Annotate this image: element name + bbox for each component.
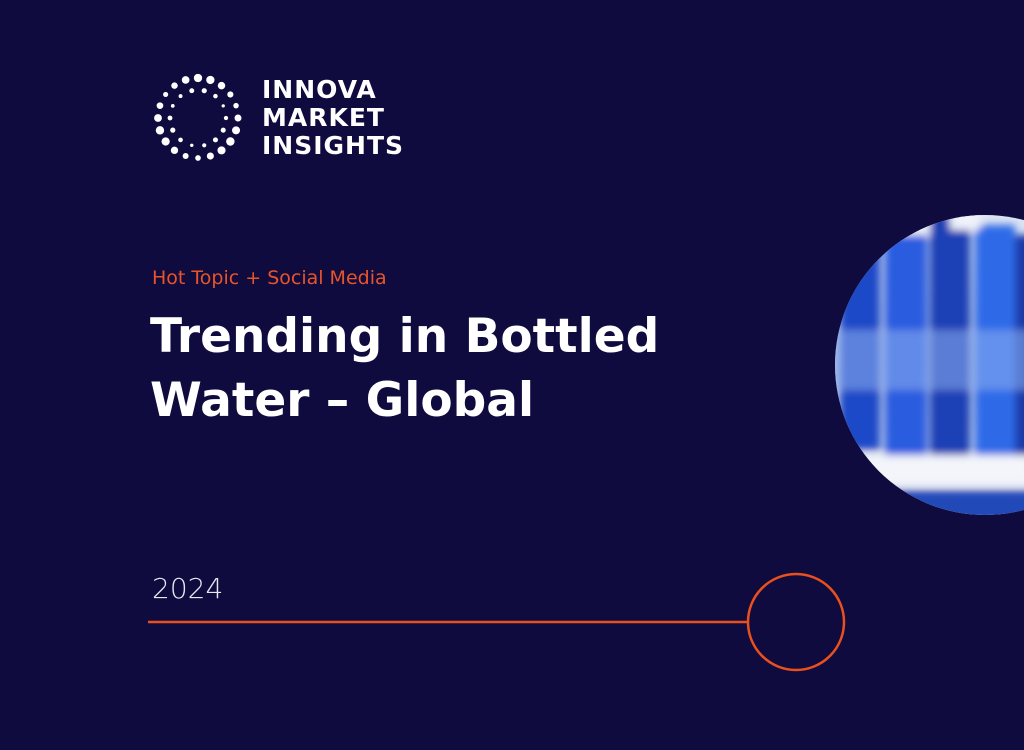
logo-dot xyxy=(155,126,165,135)
photo xyxy=(835,215,1024,515)
logo-dot xyxy=(232,126,241,135)
logo-dot xyxy=(190,143,194,148)
logo-dot xyxy=(233,102,239,109)
logo-dot xyxy=(181,76,190,84)
logo-dot xyxy=(226,137,235,146)
logo-dot xyxy=(195,155,201,161)
logo-dot xyxy=(178,137,183,143)
logo-line: INNOVA xyxy=(262,75,377,104)
logo-line: INSIGHTS xyxy=(262,131,405,160)
logo-dot xyxy=(156,102,164,109)
logo-dot xyxy=(189,88,195,94)
logo-dot xyxy=(217,81,226,90)
logo-dot xyxy=(213,93,218,99)
logo-dot xyxy=(170,103,175,108)
logo-dot xyxy=(167,115,173,121)
logo-text: INNOVA MARKET INSIGHTS xyxy=(262,76,404,160)
logo-dot xyxy=(223,115,229,121)
logo-dot xyxy=(171,82,178,89)
logo-dot xyxy=(193,73,203,83)
title-line: Water – Global xyxy=(150,373,535,428)
logo-dot xyxy=(221,104,225,108)
logo-dot xyxy=(170,146,179,155)
logo-line: MARKET xyxy=(262,103,385,132)
logo-dot xyxy=(201,88,207,94)
divider-circle xyxy=(746,572,846,672)
logo-dot xyxy=(227,91,234,98)
year: 2024 xyxy=(152,572,224,605)
logo-dot xyxy=(170,127,176,133)
logo-dot xyxy=(154,114,162,122)
subtitle: Hot Topic + Social Media xyxy=(152,267,387,289)
logo-dot xyxy=(217,146,226,155)
logo-dot xyxy=(178,94,183,99)
logo-dot xyxy=(182,153,189,160)
logo-dot xyxy=(234,114,242,122)
logo-dot xyxy=(220,127,226,133)
logo-dot xyxy=(202,143,207,148)
logo-dot xyxy=(206,152,214,160)
title-line: Trending in Bottled xyxy=(150,309,660,364)
logo-dot xyxy=(206,75,215,85)
logo-dot xyxy=(161,137,170,146)
logo-dot xyxy=(163,91,169,98)
title: Trending in Bottled Water – Global xyxy=(150,305,659,433)
logo-dot xyxy=(212,137,218,143)
